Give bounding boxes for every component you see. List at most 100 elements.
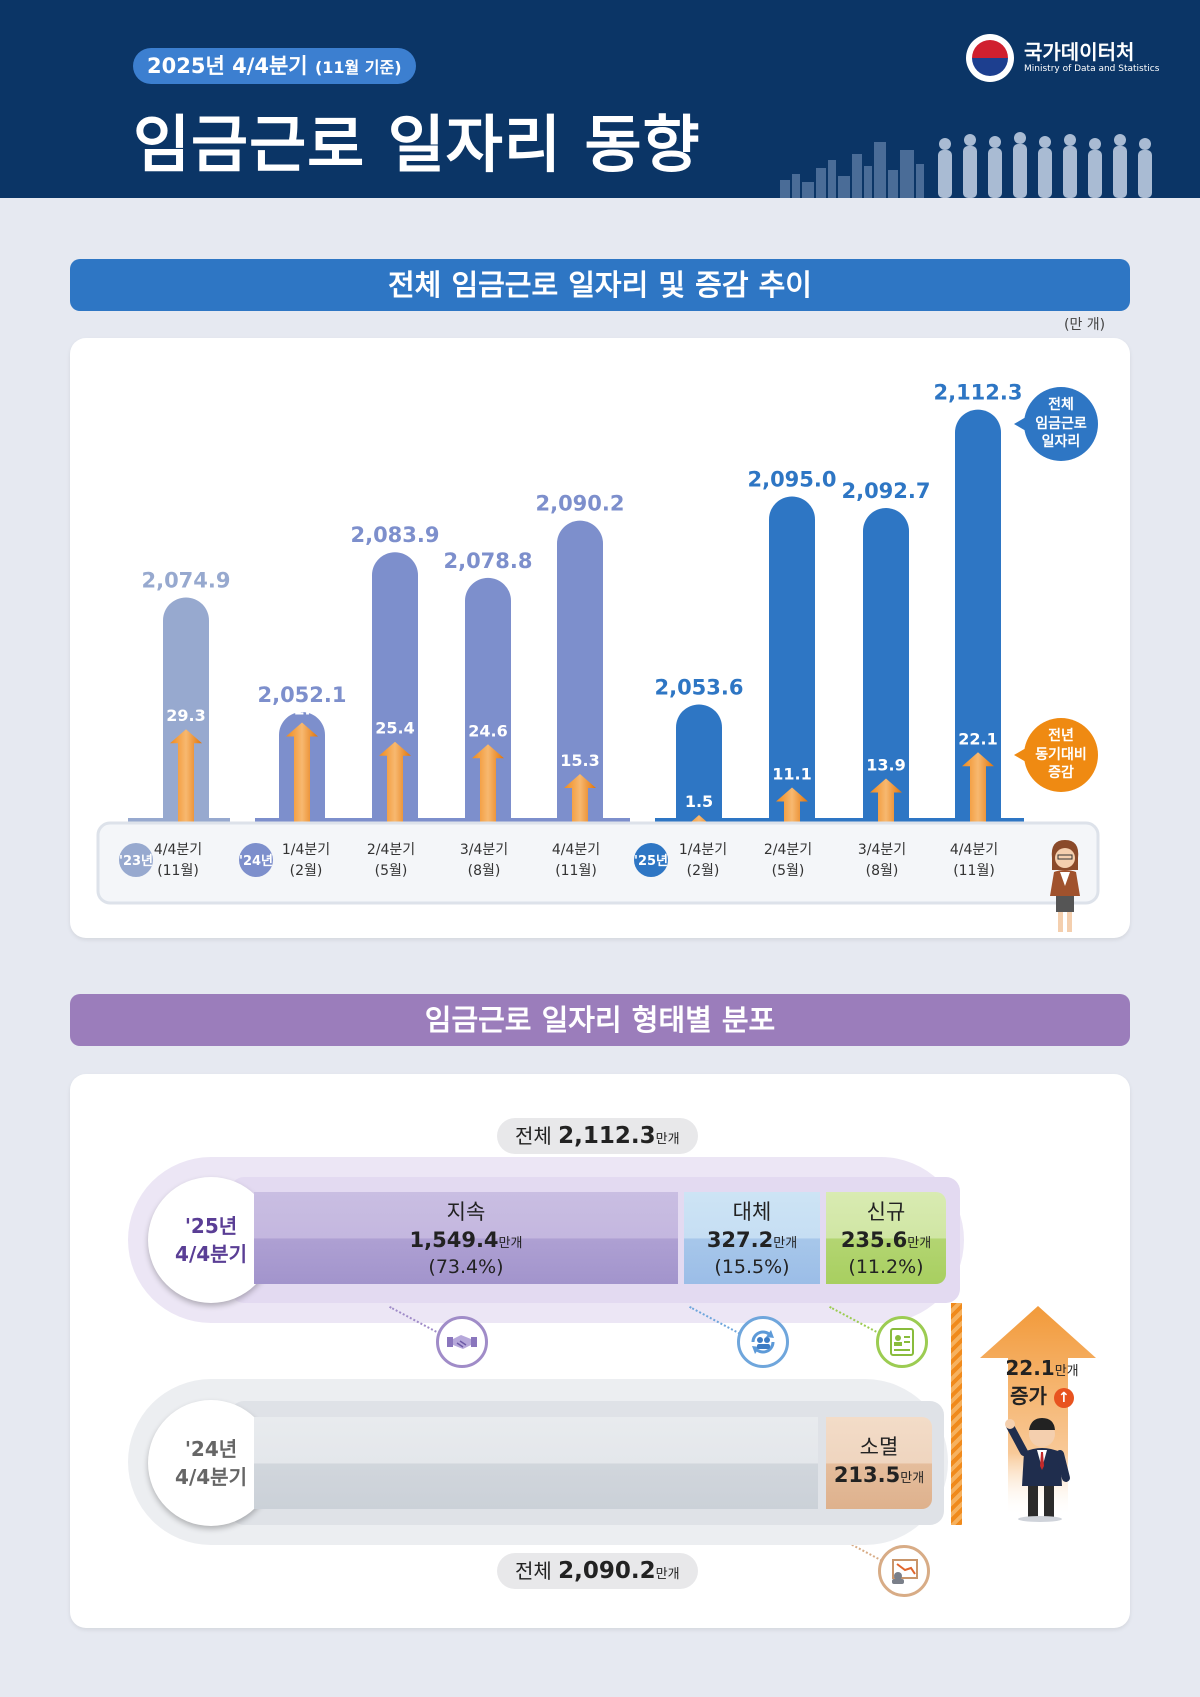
segment-2024-base <box>254 1417 818 1509</box>
new-hire-icon <box>876 1316 928 1368</box>
x-tick-month: (5월) <box>772 863 805 879</box>
increase-annotation: 22.1만개 증가 ↑ <box>1000 1354 1084 1410</box>
x-tick-month: (2월) <box>290 863 323 879</box>
trend-chart: 2,074.9 29.3 2,052.131.4 2,083.9 25.4 2,078.8… <box>96 381 1100 905</box>
increase-unit: 만개 <box>1054 1364 1079 1379</box>
bar-increase-label: 1.5 <box>685 792 713 811</box>
segment-continuing-value: 1,549.4 <box>409 1228 499 1253</box>
badge-reference: (11월 기준) <box>314 58 402 77</box>
x-tick-month: (2월) <box>687 863 720 879</box>
x-tick-label: 4/4분기 <box>552 842 600 858</box>
year-circle <box>239 843 273 877</box>
total-2025-unit: 만개 <box>655 1132 680 1147</box>
x-tick-month: (11월) <box>953 863 995 879</box>
replace-icon <box>737 1316 789 1368</box>
segment-replacement: 대체 327.2만개 (15.5%) <box>684 1192 820 1284</box>
increase-value: 22.1 <box>1005 1356 1055 1380</box>
legend-increase-bubble: 전년 동기대비 증감 <box>1014 718 1098 792</box>
year-2024-circle: '24년 4/4분기 <box>148 1400 274 1526</box>
bar-increase-label: 29.3 <box>166 706 205 725</box>
segment-replacement-label: 대체 <box>732 1200 772 1224</box>
bar-increase <box>870 778 902 823</box>
bar-increase <box>776 787 808 823</box>
bar-increase-label: 22.1 <box>958 729 997 748</box>
x-tick-label: 2/4분기 <box>367 842 415 858</box>
x-tick-label: 2/4분기 <box>764 842 812 858</box>
segment-disappeared: 소멸 213.5만개 <box>826 1417 932 1509</box>
logo-subtitle: Ministry of Data and Statistics <box>1024 64 1160 74</box>
year-circle <box>634 843 668 877</box>
header-banner: 2025년 4/4분기 (11월 기준) 임금근로 일자리 동향 국가데이터처 … <box>0 0 1200 198</box>
section-title-distribution: 임금근로 일자리 형태별 분포 <box>70 994 1130 1046</box>
bar-total <box>676 704 722 823</box>
bar-total-label: 2,078.8 <box>443 549 532 573</box>
city-skyline-icon <box>780 132 1152 198</box>
up-arrow-icon: ↑ <box>1053 1387 1074 1408</box>
unit-label: (만 개) <box>1064 317 1106 333</box>
segment-new-pct: (11.2%) <box>848 1255 924 1278</box>
woman-character-icon <box>1050 840 1080 932</box>
increase-arrow-icon <box>980 1306 1096 1516</box>
bar-increase-label: 24.6 <box>468 721 507 740</box>
x-axis-rail <box>96 821 1100 905</box>
segment-replacement-pct: (15.5%) <box>714 1255 790 1278</box>
bar-increase-label: 15.3 <box>560 751 599 770</box>
year-label: '25년 <box>634 854 668 869</box>
legend-total-bubble: 전체 임금근로 일자리 <box>1014 387 1098 461</box>
group-baseline-2 <box>655 818 1024 824</box>
segment-new: 신규 235.6만개 (11.2%) <box>826 1192 946 1284</box>
segment-new-unit: 만개 <box>907 1236 932 1252</box>
bar-increase <box>564 774 596 823</box>
total-2025-label: 전체 <box>515 1124 552 1148</box>
segment-new-label: 신규 <box>866 1200 906 1224</box>
segment-continuing: 지속 1,549.4만개 (73.4%) <box>254 1192 678 1284</box>
bar-increase <box>170 729 202 823</box>
bar-total <box>863 508 909 823</box>
bar-increase <box>379 741 411 823</box>
bar-total-label: 2,052.1 <box>257 683 346 707</box>
x-tick-label: 4/4분기 <box>950 842 998 858</box>
x-tick-month: (11월) <box>157 863 199 879</box>
bar-total <box>955 409 1001 823</box>
bar-total <box>465 577 511 823</box>
segment-new-value: 235.6 <box>840 1228 908 1253</box>
x-tick-label: 3/4분기 <box>460 842 508 858</box>
section-title-trend: 전체 임금근로 일자리 및 증감 추이 <box>70 259 1130 311</box>
bar-increase-label: 25.4 <box>375 719 414 738</box>
total-2025-value: 2,112.3 <box>558 1123 656 1149</box>
bar-total-label: 2,092.7 <box>841 479 930 503</box>
x-tick-month: (11월) <box>555 863 597 879</box>
handshake-icon <box>436 1316 488 1368</box>
badge-period: 2025년 4/4분기 <box>147 54 308 78</box>
bar-total-label: 2,095.0 <box>747 467 836 491</box>
total-2024-label: 전체 <box>515 1559 552 1583</box>
segment-continuing-label: 지속 <box>446 1200 486 1224</box>
increase-bracket-bar <box>951 1303 962 1525</box>
bar-increase-label: 11.1 <box>772 764 811 783</box>
bar-total <box>557 520 603 823</box>
x-tick-label: 1/4분기 <box>679 842 727 858</box>
year-2025-circle: '25년 4/4분기 <box>148 1177 274 1303</box>
bar-total-label: 2,090.2 <box>535 492 624 516</box>
increase-label: 증가 <box>1010 1384 1047 1408</box>
total-2024-unit: 만개 <box>655 1567 680 1582</box>
segment-disappeared-unit: 만개 <box>900 1471 925 1487</box>
bar-increase <box>962 752 994 823</box>
bar-total <box>769 496 815 823</box>
segment-replacement-value: 327.2 <box>706 1228 774 1253</box>
ministry-logo: 국가데이터처 Ministry of Data and Statistics <box>966 34 1160 84</box>
bar-total <box>163 597 209 823</box>
total-2024-pill: 전체 2,090.2만개 <box>497 1553 698 1589</box>
taegeuk-icon <box>966 34 1014 82</box>
logo-name: 국가데이터처 <box>1024 40 1135 64</box>
x-tick-label: 1/4분기 <box>282 842 330 858</box>
job-loss-icon <box>878 1545 930 1597</box>
year-circle <box>119 843 153 877</box>
man-character-icon <box>1005 1418 1070 1522</box>
period-badge: 2025년 4/4분기 (11월 기준) <box>133 48 416 84</box>
bar-total-label: 2,053.6 <box>654 675 743 699</box>
year-label: '24년 <box>239 854 273 869</box>
total-2025-pill: 전체 2,112.3만개 <box>497 1118 698 1154</box>
page-title: 임금근로 일자리 동향 <box>133 108 701 181</box>
x-tick-label: 4/4분기 <box>154 842 202 858</box>
